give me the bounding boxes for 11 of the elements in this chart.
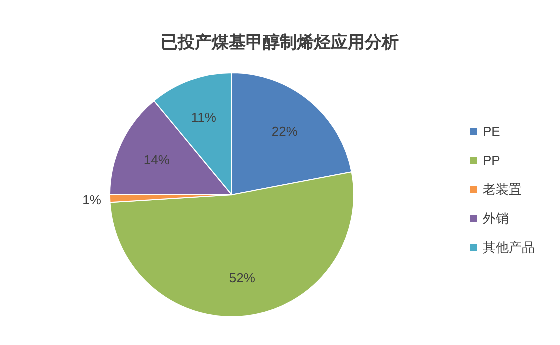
data-label: 52% (229, 270, 256, 286)
data-label: 1% (82, 192, 102, 208)
legend-label: PE (483, 124, 501, 139)
data-label: 22% (272, 124, 298, 140)
data-label: 14% (144, 152, 170, 168)
legend-label: 外销 (483, 211, 509, 226)
legend-label: 其他产品 (483, 240, 535, 255)
data-label: 11% (191, 110, 217, 125)
legend-label: PP (483, 153, 500, 168)
chart-title: 已投产煤基甲醇制烯烃应用分析 (161, 33, 399, 52)
legend-label: 老装置 (483, 182, 522, 197)
